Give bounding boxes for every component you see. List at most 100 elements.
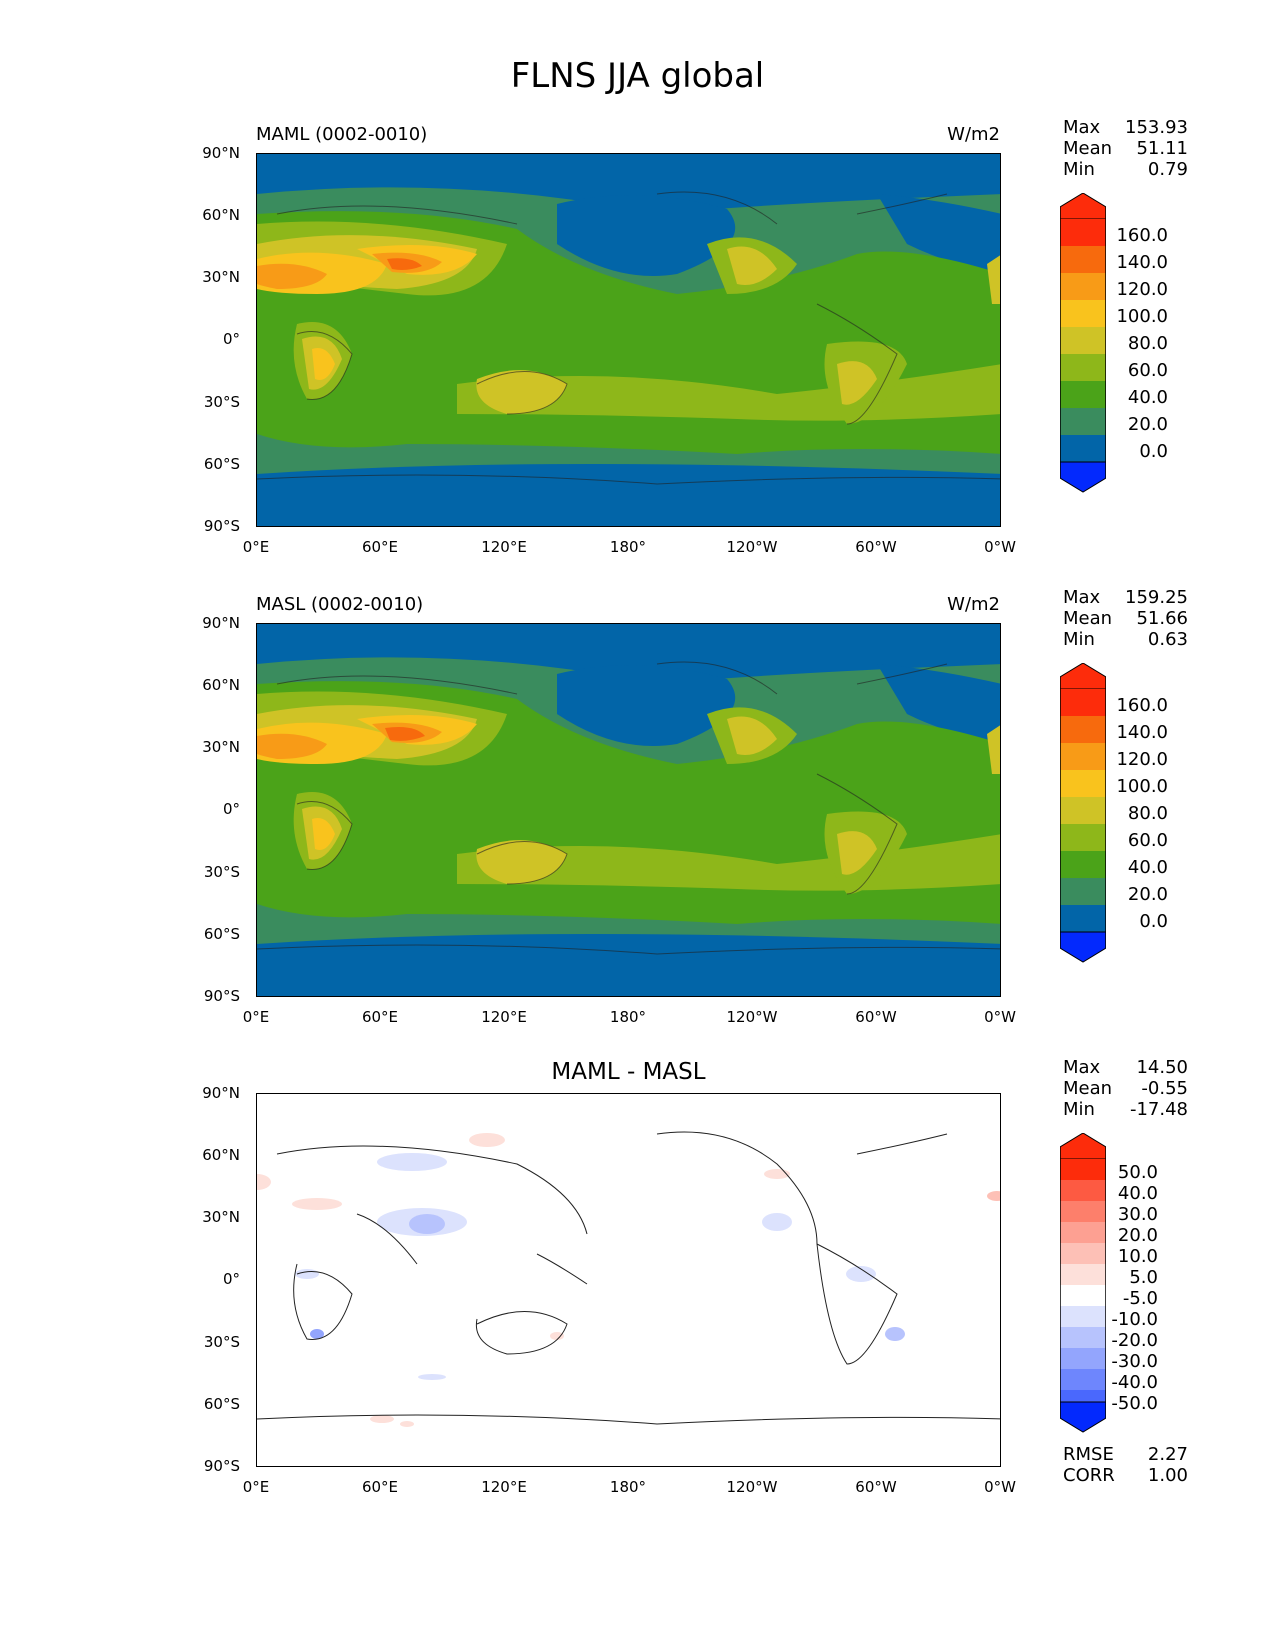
lon-label: 60°E [361,1008,399,1026]
lat-label: 0° [222,1270,240,1288]
colorbar-label: 20.0 [1117,1225,1158,1246]
lat-label: 30°S [203,1333,240,1351]
colorbar-label: 120.0 [1116,279,1168,300]
stat-max: 14.50 [1136,1057,1188,1078]
lon-label: 0°E [242,1008,270,1026]
field-map-maml [257,154,1000,526]
lat-label: 90°S [203,1457,240,1475]
colorbar-label: -20.0 [1111,1330,1158,1351]
colorbar-label: 30.0 [1117,1204,1158,1225]
lat-label: 60°N [202,206,240,224]
colorbar-label: 80.0 [1127,803,1168,824]
map-maml [256,153,1001,527]
lat-label: 90°S [203,517,240,535]
lat-label: 90°N [202,1084,240,1102]
stat-label: Min [1063,1099,1095,1120]
stat-label: RMSE [1063,1444,1114,1465]
colorbar-label: 160.0 [1116,225,1168,246]
colorbar-label: 100.0 [1116,306,1168,327]
stat-rmse: 2.27 [1147,1444,1188,1465]
lat-label: 90°S [203,987,240,1005]
colorbar-label: 0.0 [1139,441,1168,462]
stats-block: Max 159.25 Mean 51.66 Min 0.63 [1063,587,1188,650]
colorbar-label: 60.0 [1127,830,1168,851]
colorbar-label: 140.0 [1116,722,1168,743]
lon-label: 60°E [361,538,399,556]
lat-label: 30°S [203,393,240,411]
lat-label: 30°S [203,863,240,881]
stats-block: Max 14.50 Mean -0.55 Min -17.48 [1063,1057,1188,1120]
colorbar [1060,663,1106,963]
stat-corr: 1.00 [1147,1465,1188,1486]
colorbar-label: 0.0 [1139,911,1168,932]
lon-label: 60°W [855,1478,897,1496]
lon-label: 0°E [242,1478,270,1496]
lon-label: 0°E [242,538,270,556]
lon-label: 120°E [481,1478,527,1496]
stat-mean: 51.11 [1136,138,1188,159]
lon-label: 180° [609,1478,647,1496]
colorbar-label: -30.0 [1111,1351,1158,1372]
lon-label: 120°E [481,1008,527,1026]
colorbar-label: 40.0 [1127,857,1168,878]
colorbar-label: 20.0 [1127,884,1168,905]
colorbar-label: 40.0 [1127,387,1168,408]
lon-label: 120°E [481,538,527,556]
lat-label: 60°S [203,925,240,943]
stat-label: Mean [1063,138,1113,159]
panel-title: MAML (0002-0010) [256,124,428,145]
lat-label: 60°N [202,1146,240,1164]
map-masl [256,623,1001,997]
colorbar [1060,193,1106,493]
panel-units: W/m2 [947,594,1000,615]
colorbar-label: 60.0 [1127,360,1168,381]
field-map-masl [257,624,1000,996]
lat-label: 60°N [202,676,240,694]
rmse-corr-block: RMSE 2.27 CORR 1.00 [1063,1444,1188,1486]
stat-label: Min [1063,159,1095,180]
colorbar-label: 80.0 [1127,333,1168,354]
stat-label: Max [1063,1057,1101,1078]
stat-label: Mean [1063,608,1113,629]
map-diff [256,1093,1001,1467]
colorbar-label: 5.0 [1129,1267,1158,1288]
stat-mean: 51.66 [1136,608,1188,629]
panel-title: MASL (0002-0010) [256,594,424,615]
figure-title: FLNS JJA global [510,56,765,96]
lon-label: 0°W [984,1478,1016,1496]
lon-label: 0°W [984,1008,1016,1026]
stats-block: Max 153.93 Mean 51.11 Min 0.79 [1063,117,1188,180]
panel-units: W/m2 [947,124,1000,145]
stat-label: Max [1063,117,1101,138]
lon-label: 60°W [855,1008,897,1026]
lon-label: 120°W [726,1008,778,1026]
colorbar-label: 10.0 [1117,1246,1158,1267]
colorbar-label: 140.0 [1116,252,1168,273]
colorbar-label: 100.0 [1116,776,1168,797]
difference-map [257,1094,1000,1466]
stat-min: 0.79 [1147,159,1188,180]
lon-label: 60°W [855,538,897,556]
stat-max: 159.25 [1125,587,1188,608]
lon-label: 0°W [984,538,1016,556]
colorbar-label: 160.0 [1116,695,1168,716]
colorbar-label: 50.0 [1117,1162,1158,1183]
colorbar [1060,1133,1106,1433]
lat-label: 0° [222,330,240,348]
lon-label: 180° [609,538,647,556]
colorbar-label: -40.0 [1111,1372,1158,1393]
lat-label: 30°N [202,268,240,286]
colorbar-label: -50.0 [1111,1393,1158,1414]
lat-label: 0° [222,800,240,818]
lat-label: 30°N [202,738,240,756]
stat-label: CORR [1063,1465,1115,1486]
lat-label: 60°S [203,455,240,473]
stat-min: 0.63 [1147,629,1188,650]
stat-min: -17.48 [1129,1099,1188,1120]
colorbar-label: 20.0 [1127,414,1168,435]
lat-label: 30°N [202,1208,240,1226]
lon-label: 60°E [361,1478,399,1496]
stat-max: 153.93 [1125,117,1188,138]
lon-label: 180° [609,1008,647,1026]
lat-label: 90°N [202,614,240,632]
